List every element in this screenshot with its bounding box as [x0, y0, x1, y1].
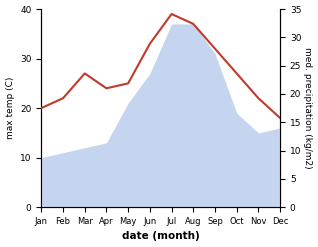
Y-axis label: med. precipitation (kg/m2): med. precipitation (kg/m2) — [303, 47, 313, 169]
X-axis label: date (month): date (month) — [122, 231, 200, 242]
Y-axis label: max temp (C): max temp (C) — [5, 77, 15, 139]
